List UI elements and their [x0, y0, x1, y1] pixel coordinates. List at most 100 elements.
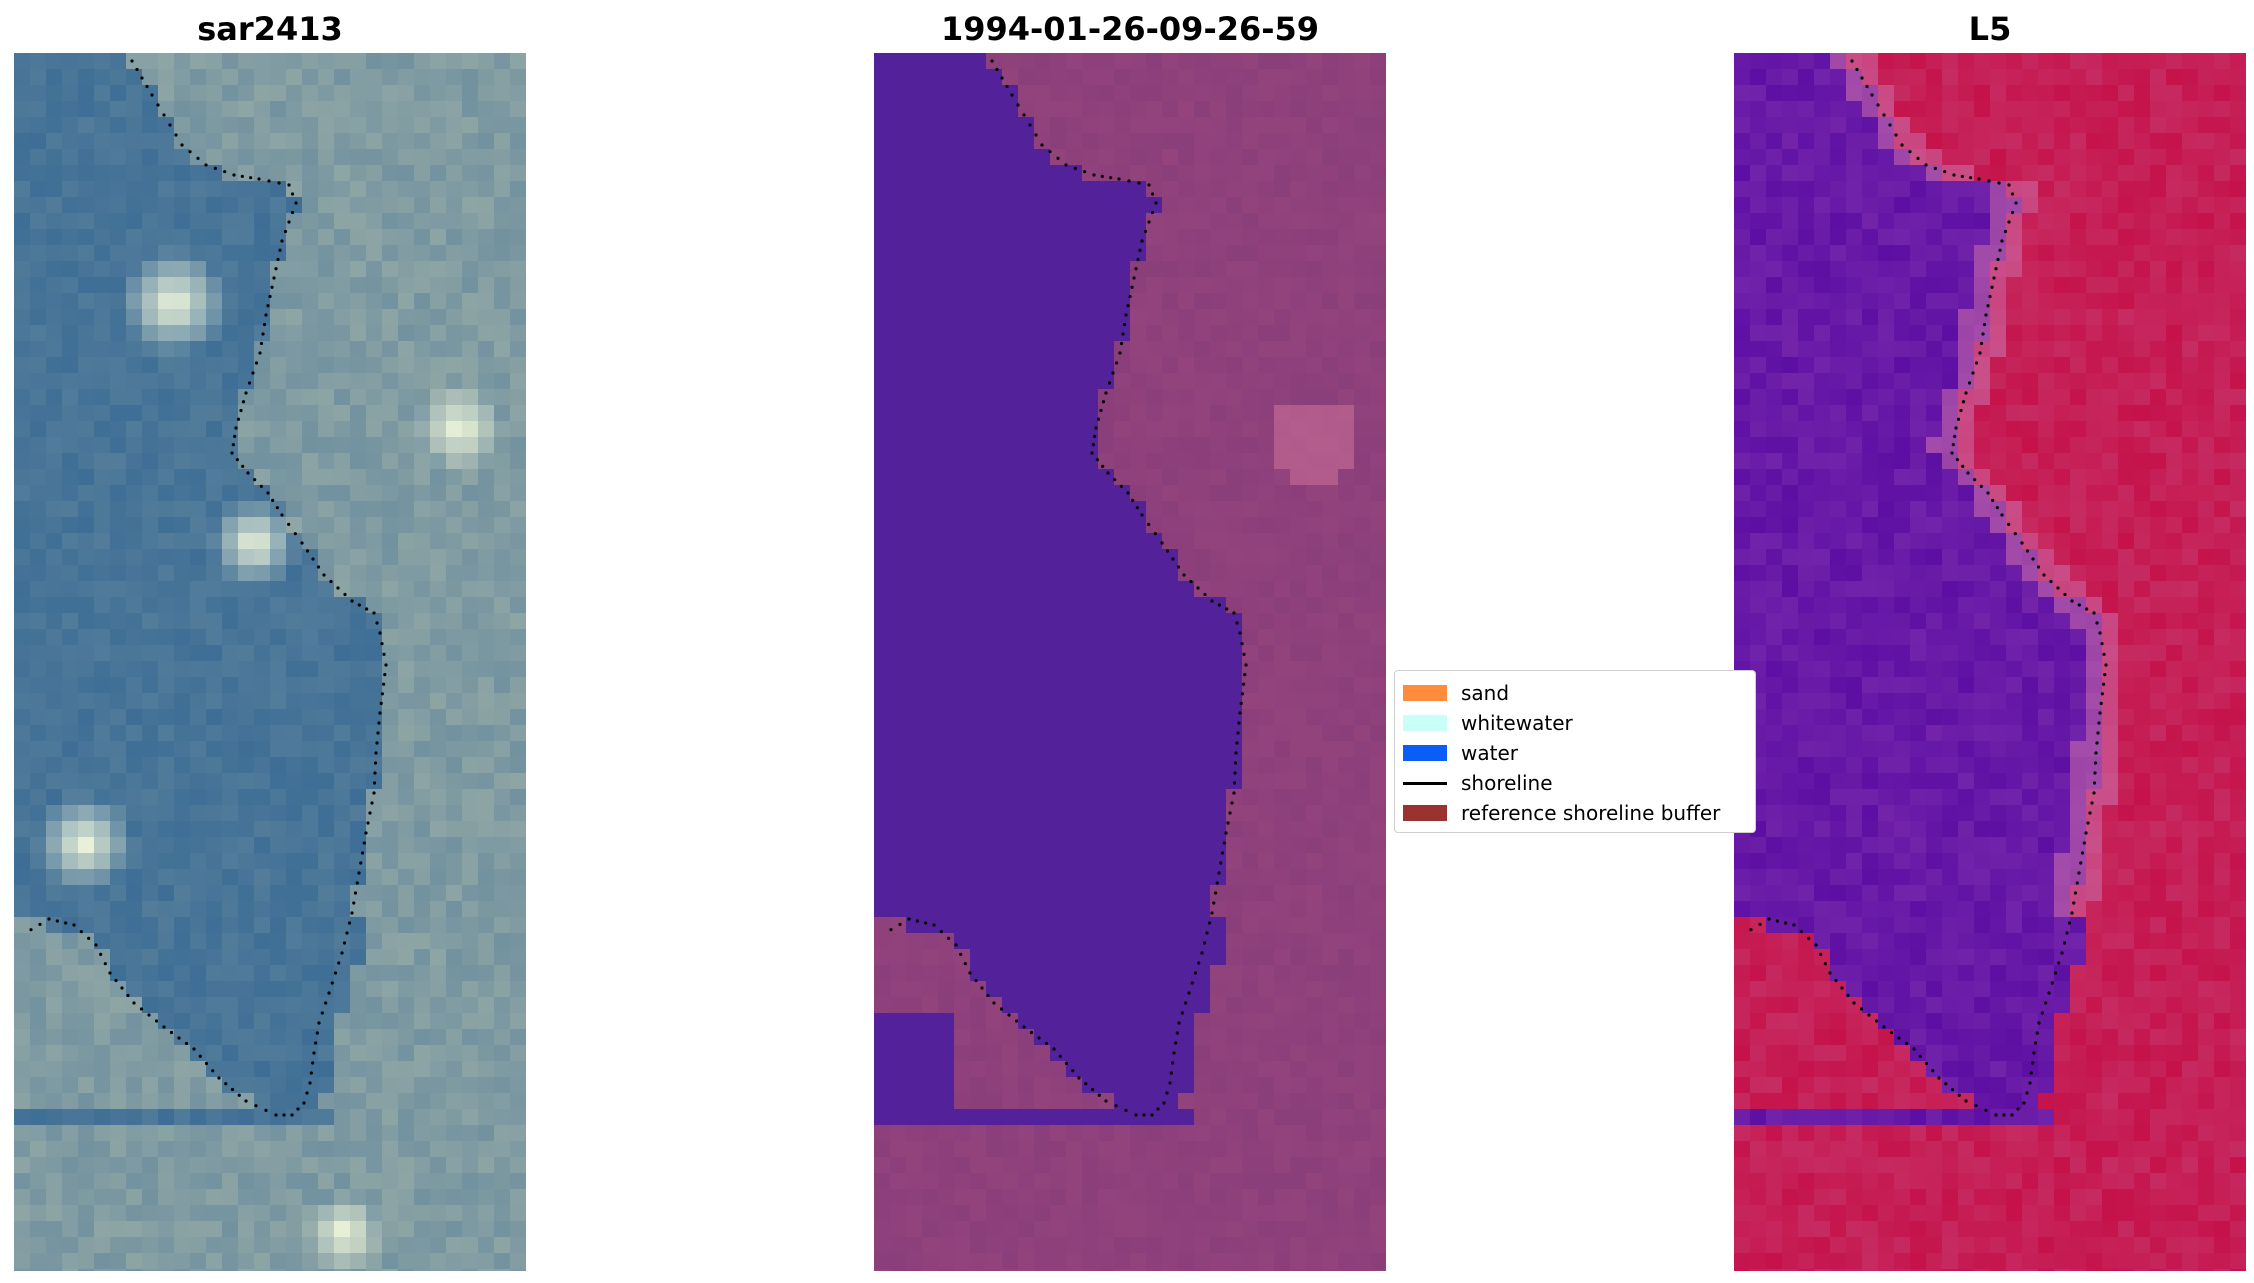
raster-pixel — [1162, 1125, 1179, 1142]
raster-pixel — [430, 437, 447, 454]
raster-pixel — [494, 149, 511, 166]
raster-pixel — [970, 1205, 987, 1222]
raster-pixel — [1210, 261, 1227, 278]
raster-pixel — [334, 117, 351, 134]
raster-pixel — [1098, 277, 1115, 294]
raster-pixel — [46, 373, 63, 390]
raster-pixel — [350, 325, 367, 342]
raster-pixel — [62, 965, 79, 982]
raster-pixel — [1210, 1045, 1227, 1062]
raster-pixel — [970, 293, 987, 310]
raster-pixel — [414, 533, 431, 550]
raster-pixel — [174, 1045, 191, 1062]
raster-pixel — [1018, 101, 1035, 118]
raster-pixel — [1210, 69, 1227, 86]
raster-pixel — [1146, 661, 1163, 678]
raster-pixel — [954, 1157, 971, 1174]
raster-pixel — [1338, 1013, 1355, 1030]
raster-pixel — [1290, 181, 1307, 198]
raster-pixel — [1114, 677, 1131, 694]
raster-pixel — [1338, 53, 1355, 70]
raster-pixel — [1114, 869, 1131, 886]
raster-pixel — [78, 789, 95, 806]
raster-pixel — [1162, 757, 1179, 774]
raster-pixel — [238, 1013, 255, 1030]
raster-pixel — [318, 741, 335, 758]
raster-pixel — [430, 357, 447, 374]
raster-pixel — [1082, 437, 1099, 454]
raster-pixel — [1114, 549, 1131, 566]
raster-pixel — [350, 245, 367, 262]
raster-pixel — [1130, 933, 1147, 950]
raster-pixel — [1322, 1077, 1339, 1094]
raster-pixel — [1354, 117, 1371, 134]
raster-pixel — [938, 581, 955, 598]
raster-pixel — [906, 869, 923, 886]
raster-pixel — [1082, 725, 1099, 742]
raster-pixel — [938, 469, 955, 486]
raster-pixel — [78, 501, 95, 518]
raster-pixel — [254, 1189, 271, 1206]
shoreline-dot — [162, 113, 166, 117]
raster-pixel — [1194, 181, 1211, 198]
raster-pixel — [1034, 261, 1051, 278]
raster-pixel — [142, 1253, 159, 1270]
raster-pixel — [78, 885, 95, 902]
raster-pixel — [1114, 117, 1131, 134]
raster-pixel — [874, 85, 891, 102]
raster-pixel — [30, 677, 47, 694]
raster-pixel — [1066, 949, 1083, 966]
raster-pixel — [14, 1205, 31, 1222]
raster-pixel — [286, 965, 303, 982]
raster-pixel — [46, 165, 63, 182]
raster-pixel — [62, 117, 79, 134]
raster-pixel — [1002, 501, 1019, 518]
raster-pixel — [1162, 741, 1179, 758]
raster-pixel — [970, 389, 987, 406]
raster-pixel — [350, 629, 367, 646]
raster-pixel — [334, 581, 351, 598]
raster-pixel — [954, 661, 971, 678]
raster-pixel — [1290, 469, 1307, 486]
raster-pixel — [430, 693, 447, 710]
raster-pixel — [1098, 901, 1115, 918]
raster-pixel — [30, 901, 47, 918]
raster-pixel — [1034, 949, 1051, 966]
raster-pixel — [398, 1109, 415, 1126]
raster-pixel — [46, 277, 63, 294]
raster-pixel — [334, 549, 351, 566]
raster-pixel — [874, 341, 891, 358]
raster-pixel — [1226, 677, 1243, 694]
raster-pixel — [46, 965, 63, 982]
raster-pixel — [1322, 117, 1339, 134]
raster-pixel — [938, 453, 955, 470]
raster-pixel — [302, 581, 319, 598]
raster-pixel — [318, 1141, 335, 1158]
raster-pixel — [1082, 773, 1099, 790]
raster-pixel — [922, 597, 939, 614]
raster-pixel — [350, 85, 367, 102]
raster-pixel — [1322, 1205, 1339, 1222]
raster-pixel — [254, 725, 271, 742]
raster-pixel — [206, 1093, 223, 1110]
raster-pixel — [238, 885, 255, 902]
raster-pixel — [78, 245, 95, 262]
raster-pixel — [46, 101, 63, 118]
raster-pixel — [398, 149, 415, 166]
raster-pixel — [158, 165, 175, 182]
raster-pixel — [174, 165, 191, 182]
raster-pixel — [1290, 773, 1307, 790]
raster-pixel — [1034, 757, 1051, 774]
raster-pixel — [510, 181, 526, 198]
raster-pixel — [94, 261, 111, 278]
raster-pixel — [78, 197, 95, 214]
raster-pixel — [158, 869, 175, 886]
raster-pixel — [206, 1077, 223, 1094]
raster-pixel — [158, 805, 175, 822]
raster-pixel — [318, 357, 335, 374]
raster-pixel — [1242, 805, 1259, 822]
raster-pixel — [174, 1221, 191, 1238]
raster-pixel — [286, 1141, 303, 1158]
raster-pixel — [78, 421, 95, 438]
raster-pixel — [1338, 261, 1355, 278]
